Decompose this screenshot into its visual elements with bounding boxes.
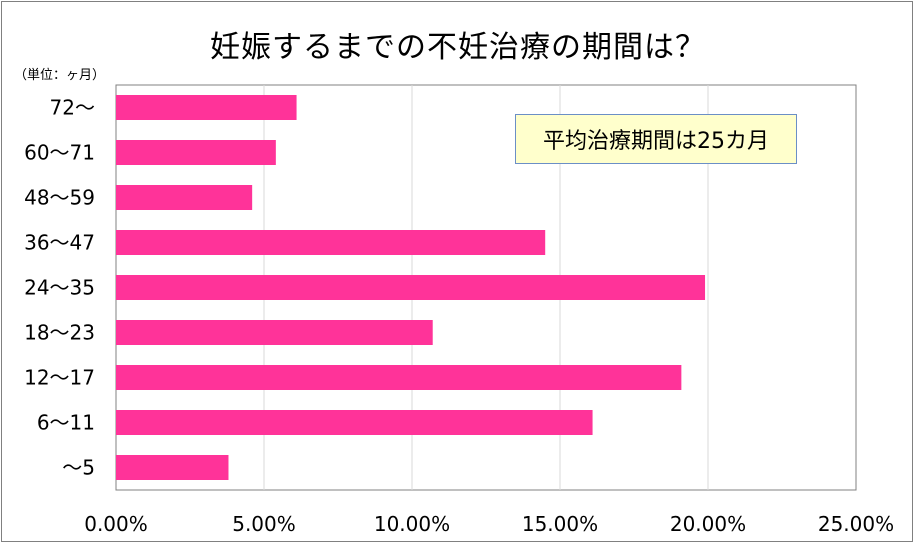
bar [116,140,276,165]
y-tick-label: 36～47 [24,231,95,255]
bar [116,455,229,480]
unit-label: （単位：ヶ月） [14,68,106,83]
y-tick-label: 60～71 [24,141,95,165]
y-tick-label: 72～ [50,96,95,120]
y-tick-label: 12～17 [24,366,95,390]
y-tick-label: 48～59 [24,186,95,210]
y-axis-labels: 72～ 60～71 48～59 36～47 24～35 18～23 12～17 6～11 ～5 [24,96,95,480]
bar [116,320,433,345]
x-tick-label: 25.00% [818,512,894,536]
y-tick-label: 18～23 [24,321,95,345]
chart-title: 妊娠するまでの不妊治療の期間は？ [210,30,706,65]
x-tick-label: 15.00% [522,512,598,536]
x-tick-label: 20.00% [670,512,746,536]
x-tick-label: 10.00% [374,512,450,536]
bar [116,95,297,120]
x-tick-label: 0.00% [84,512,148,536]
bar [116,365,682,390]
bar [116,230,546,255]
bar [116,185,253,210]
bars [116,95,706,480]
bar [116,410,593,435]
y-tick-label: ～5 [62,456,95,480]
average-annotation: 平均治療期間は25カ月 [515,114,797,164]
bar [116,275,706,300]
y-tick-label: 6～11 [37,411,95,435]
y-tick-label: 24～35 [24,276,95,300]
x-axis-labels: 0.00% 5.00% 10.00% 15.00% 20.00% 25.00% [84,512,894,536]
x-tick-label: 5.00% [232,512,296,536]
